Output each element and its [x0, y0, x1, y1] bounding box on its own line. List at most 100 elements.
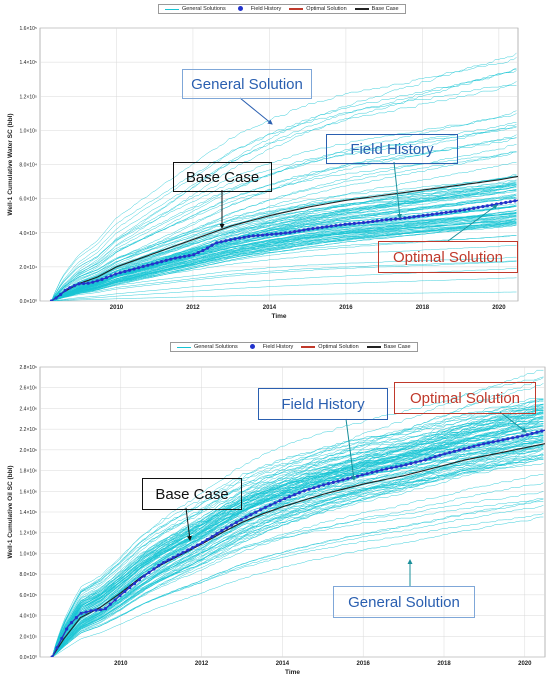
field-history-point: [127, 268, 132, 272]
general-solution-line: [51, 69, 517, 301]
field-history-point: [205, 537, 209, 542]
y-tick-label: 8.0×10⁴: [19, 163, 37, 169]
field-history-point: [346, 477, 350, 481]
y-tick-label: 2.0×10⁵: [19, 634, 37, 640]
field-history-point: [343, 222, 347, 226]
field-history-point: [329, 224, 333, 228]
callout-optimal-solution: Optimal Solution: [394, 382, 536, 414]
field-history-point: [385, 467, 389, 471]
legend-label-field: Field History: [250, 6, 282, 12]
x-axis-label: Time: [285, 669, 300, 676]
series-group: [49, 52, 518, 301]
field-history-point: [302, 228, 306, 232]
base-case-line: [51, 175, 518, 301]
x-tick-label: 2020: [492, 305, 506, 311]
legend-swatch-field: [234, 6, 248, 11]
field-history-point: [496, 439, 500, 443]
y-tick-label: 2.2×10⁶: [20, 427, 38, 433]
general-solution-line: [51, 161, 517, 301]
general-solution-line: [51, 223, 517, 301]
y-tick-label: 0.0×10⁰: [20, 655, 37, 661]
field-history-point: [162, 560, 166, 565]
general-solution-line: [51, 401, 544, 657]
y-tick-label: 2.0×10⁶: [20, 448, 38, 454]
general-solution-line: [51, 212, 517, 301]
field-history-point: [306, 227, 311, 231]
field-history-point: [69, 621, 74, 625]
field-history-point: [322, 483, 326, 487]
field-history-point: [384, 218, 389, 222]
field-history-point: [443, 452, 447, 456]
field-history-point: [166, 558, 171, 562]
field-history-point: [234, 520, 238, 525]
general-solution-line: [51, 261, 517, 301]
general-solution-line: [51, 52, 517, 301]
field-history-point: [486, 441, 491, 445]
field-history-point: [283, 496, 287, 501]
field-history-point: [331, 480, 335, 484]
general-solution-line: [51, 399, 544, 657]
field-history-point: [95, 279, 99, 283]
general-solution-line: [51, 277, 517, 301]
field-history-point: [416, 214, 421, 218]
legend-label-optimal: Optimal Solution: [306, 6, 347, 12]
general-solution-line: [51, 202, 517, 301]
x-tick-label: 2018: [437, 661, 451, 667]
field-history-point: [279, 231, 283, 236]
field-history-point: [348, 222, 352, 226]
field-history-point: [404, 463, 408, 467]
field-history-point: [205, 246, 210, 250]
field-history-point: [108, 602, 112, 606]
field-history-point: [242, 235, 246, 239]
field-history-point: [508, 200, 512, 204]
field-history-point: [270, 232, 274, 236]
legend-swatch-optimal: [289, 8, 304, 10]
field-history-point: [157, 563, 161, 568]
field-history-point: [191, 546, 195, 550]
field-history-point: [247, 234, 251, 239]
field-history-point: [49, 299, 54, 301]
general-solution-line: [51, 214, 517, 301]
general-solution-line: [51, 404, 544, 657]
field-history-point: [292, 493, 297, 497]
callout-arrow: [239, 97, 273, 125]
field-history-point: [123, 589, 127, 594]
field-history-point: [63, 288, 67, 293]
water-chart-panel: General Solutions Field History Optimal …: [0, 0, 550, 328]
field-history-point: [341, 478, 345, 482]
field-history-point: [288, 230, 292, 235]
field-history-point: [513, 199, 517, 203]
field-history-point: [467, 445, 471, 450]
y-tick-label: 4.0×10⁴: [19, 231, 37, 237]
field-history-point: [150, 262, 155, 266]
callout-arrow: [447, 204, 498, 242]
field-history-point: [254, 510, 258, 514]
field-history-point: [244, 515, 248, 519]
field-history-point: [104, 275, 109, 280]
legend-item-base: Base Case: [354, 6, 399, 12]
field-history-point: [251, 234, 255, 238]
general-solution-line: [51, 225, 517, 301]
field-history-point: [504, 200, 508, 205]
field-history-point: [65, 627, 69, 631]
field-history-point: [142, 574, 146, 578]
general-solution-line: [51, 410, 544, 657]
field-history-point: [481, 205, 485, 209]
field-history-point: [181, 551, 185, 555]
field-history-point: [525, 433, 529, 437]
field-history-point: [72, 284, 77, 288]
callout-general-solution: General Solution: [182, 69, 312, 99]
field-history-point: [171, 555, 175, 560]
y-axis-label: Well-1 Cumulative Oil SC (bbl): [7, 465, 14, 558]
field-history-point: [187, 254, 191, 258]
general-solution-line: [51, 191, 517, 301]
general-solution-line: [51, 501, 544, 657]
general-solution-line: [51, 268, 517, 301]
field-history-point: [274, 232, 278, 236]
field-history-point: [311, 227, 315, 231]
field-history-point: [123, 269, 127, 274]
y-axis-label: Well-1 Cumulative Water SC (bbl): [7, 113, 14, 215]
field-history-point: [229, 523, 234, 527]
x-axis-label: Time: [271, 313, 286, 320]
y-tick-label: 2.8×10⁶: [20, 365, 38, 371]
